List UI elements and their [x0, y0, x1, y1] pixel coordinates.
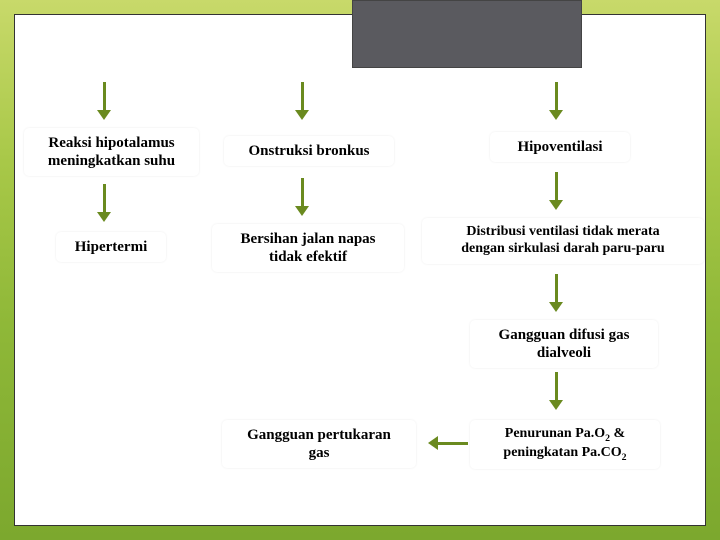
node-onstruksi-bronkus: Onstruksi bronkus	[224, 136, 394, 166]
node-text: dengan sirkulasi darah paru-paru	[461, 241, 664, 258]
node-text: meningkatkan suhu	[48, 152, 175, 170]
node-hipoventilasi: Hipoventilasi	[490, 132, 630, 162]
node-text: Distribusi ventilasi tidak merata	[466, 224, 659, 241]
arrow-down-icon	[295, 82, 309, 120]
arrow-down-icon	[97, 184, 111, 222]
node-bersihan-jalan-napas: Bersihan jalan napas tidak efektif	[212, 224, 404, 272]
node-gangguan-pertukaran-gas: Gangguan pertukaran gas	[222, 420, 416, 468]
node-text: Gangguan difusi gas	[499, 326, 630, 344]
node-text: Bersihan jalan napas	[240, 230, 375, 248]
node-distribusi-ventilasi: Distribusi ventilasi tidak merata dengan…	[422, 218, 704, 264]
header-placeholder-box	[352, 0, 582, 68]
node-text: Reaksi hipotalamus	[48, 134, 174, 152]
node-text: Hipoventilasi	[517, 138, 602, 156]
arrow-left-icon	[428, 436, 468, 450]
node-text: peningkatan Pa.CO2	[503, 445, 626, 464]
node-text: Onstruksi bronkus	[248, 142, 369, 160]
node-text: dialveoli	[537, 344, 591, 362]
arrow-down-icon	[549, 82, 563, 120]
arrow-down-icon	[549, 172, 563, 210]
node-reaksi-hipotalamus: Reaksi hipotalamus meningkatkan suhu	[24, 128, 199, 176]
node-hipertermi: Hipertermi	[56, 232, 166, 262]
node-gangguan-difusi-gas: Gangguan difusi gas dialveoli	[470, 320, 658, 368]
node-text: gas	[309, 444, 330, 462]
arrow-down-icon	[549, 372, 563, 410]
arrow-down-icon	[549, 274, 563, 312]
node-text: tidak efektif	[269, 248, 347, 266]
node-text: Gangguan pertukaran	[247, 426, 391, 444]
node-penurunan-pao2: Penurunan Pa.O2 & peningkatan Pa.CO2	[470, 420, 660, 469]
arrow-down-icon	[97, 82, 111, 120]
arrow-down-icon	[295, 178, 309, 216]
node-text: Penurunan Pa.O2 &	[505, 426, 625, 445]
node-text: Hipertermi	[75, 238, 147, 256]
